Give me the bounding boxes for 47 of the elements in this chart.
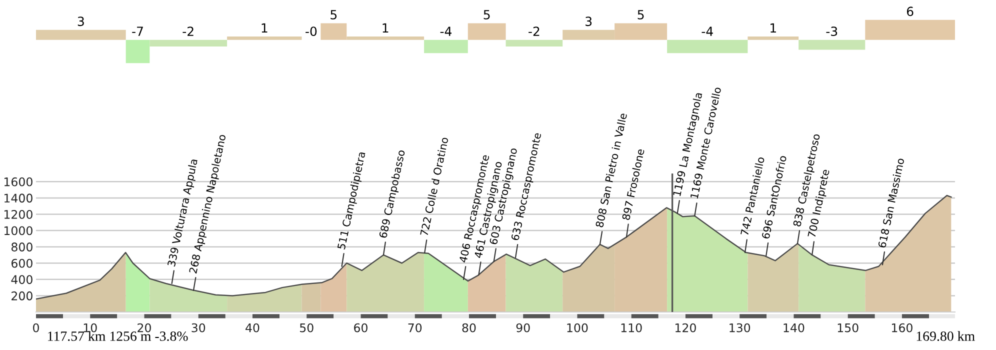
data-label: 1 xyxy=(770,23,776,33)
x-tick-label: 30 xyxy=(192,323,206,332)
data-label: -0 xyxy=(306,26,317,36)
data-label: 5 xyxy=(638,10,644,20)
y-tick-label: 1600 xyxy=(4,177,32,186)
annotation: 722 Colle d Oratino xyxy=(420,136,448,236)
data-label: 3 xyxy=(586,16,592,26)
y-tick-label: 1200 xyxy=(4,210,32,219)
data-label: -2 xyxy=(528,26,540,36)
x-tick-label: 10 xyxy=(84,323,97,332)
x-tick-label: 150 xyxy=(838,323,858,332)
bar xyxy=(506,40,563,46)
x-tick-label: 130 xyxy=(730,323,750,332)
y-tick-label: 400 xyxy=(11,275,32,284)
x-tick-label: 120 xyxy=(676,323,696,332)
data-label: 5 xyxy=(330,10,337,20)
annotation: 897 Frosolone xyxy=(622,148,644,220)
x-tick-label: 20 xyxy=(138,323,151,332)
data-label: 1 xyxy=(382,23,388,33)
data-label: -4 xyxy=(440,26,452,36)
data-label: -2 xyxy=(182,26,194,36)
y-tick-label: 200 xyxy=(12,291,32,300)
x-tick-label: 80 xyxy=(462,323,476,332)
x-tick-label: 110 xyxy=(621,323,642,332)
x-tick-label: 90 xyxy=(516,323,530,332)
annotation: 618 San Massimo xyxy=(878,158,904,248)
x-tick-label: 100 xyxy=(567,323,588,332)
data-label: -7 xyxy=(132,26,143,36)
x-tick-label: 160 xyxy=(892,323,912,332)
data-label: 5 xyxy=(484,10,490,20)
x-tick-label: 0 xyxy=(33,323,39,332)
x-tick-label: 70 xyxy=(408,323,422,332)
y-tick-label: 1000 xyxy=(4,226,32,236)
data-label: 3 xyxy=(78,16,84,26)
x-tick-label: 60 xyxy=(354,323,368,332)
text: 169.80 km xyxy=(916,331,975,341)
y-tick-label: 800 xyxy=(11,242,32,252)
data-label: -4 xyxy=(702,26,713,36)
data-label: -3 xyxy=(826,26,838,36)
y-tick-label: 1400 xyxy=(4,194,32,203)
x-tick-label: 40 xyxy=(246,323,260,332)
data-label: 6 xyxy=(906,6,914,16)
text: 117.57 km 1256 m -3.8% xyxy=(48,331,188,341)
x-tick-label: 50 xyxy=(300,323,314,332)
data-label: 1 xyxy=(262,23,268,33)
y-tick-label: 600 xyxy=(12,258,32,268)
x-tick-label: 140 xyxy=(784,323,804,332)
